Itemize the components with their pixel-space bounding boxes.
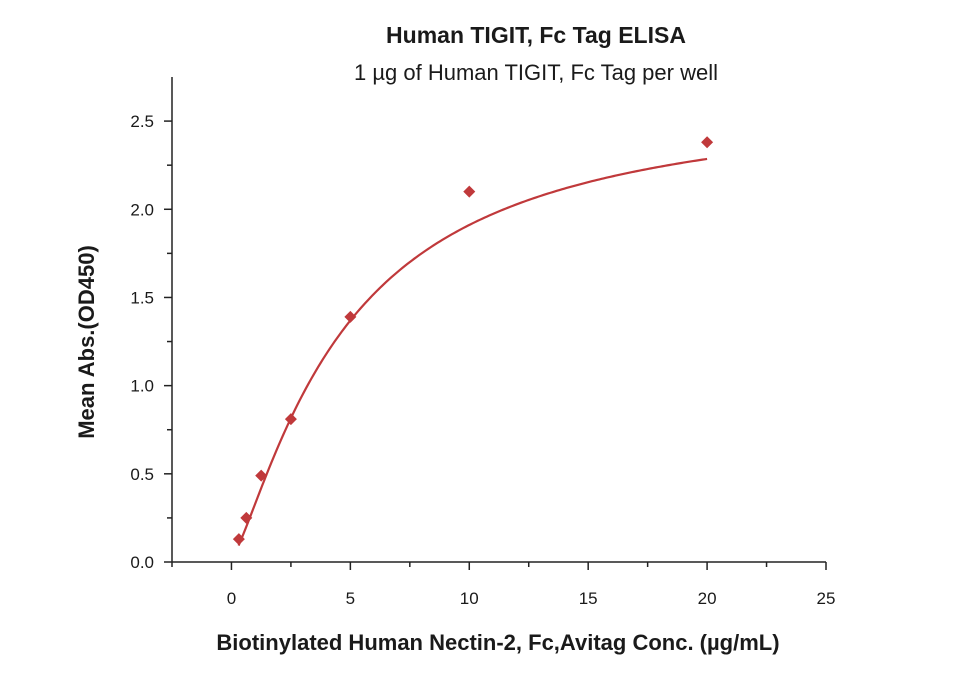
x-tick-label: 25 bbox=[817, 589, 836, 608]
chart-title: Human TIGIT, Fc Tag ELISA bbox=[386, 22, 686, 48]
x-axis-label: Biotinylated Human Nectin-2, Fc,Avitag C… bbox=[216, 630, 779, 655]
data-point-diamond bbox=[240, 511, 253, 524]
x-tick-label: 5 bbox=[346, 589, 355, 608]
fit-curve-layer bbox=[237, 157, 708, 546]
y-tick-label: 2.0 bbox=[130, 200, 154, 219]
data-point-diamond bbox=[232, 533, 245, 546]
y-tick-label: 1.5 bbox=[130, 288, 154, 307]
data-point-diamond bbox=[284, 413, 297, 426]
y-tick-label: 0.5 bbox=[130, 465, 154, 484]
data-point-diamond bbox=[463, 185, 476, 198]
y-tick-label: 2.5 bbox=[130, 112, 154, 131]
data-point-diamond bbox=[255, 469, 268, 482]
x-tick-label: 10 bbox=[460, 589, 479, 608]
data-points bbox=[232, 136, 714, 546]
y-axis-label: Mean Abs.(OD450) bbox=[74, 245, 99, 439]
chart-subtitle: 1 µg of Human TIGIT, Fc Tag per well bbox=[354, 60, 718, 85]
y-tick-label: 1.0 bbox=[130, 377, 154, 396]
data-point-diamond bbox=[344, 310, 357, 323]
y-tick-label: 0.0 bbox=[130, 553, 154, 572]
y-axis-ticks: 0.0 0.5 1.0 1.5 2.0 2.5 bbox=[130, 112, 172, 572]
x-tick-label: 15 bbox=[579, 589, 598, 608]
data-point-diamond bbox=[701, 136, 714, 149]
axes bbox=[171, 77, 826, 563]
fit-curve bbox=[237, 157, 708, 546]
x-axis-ticks: 0 5 10 15 20 25 bbox=[171, 562, 836, 608]
x-tick-label: 0 bbox=[227, 589, 236, 608]
x-tick-label: 20 bbox=[698, 589, 717, 608]
